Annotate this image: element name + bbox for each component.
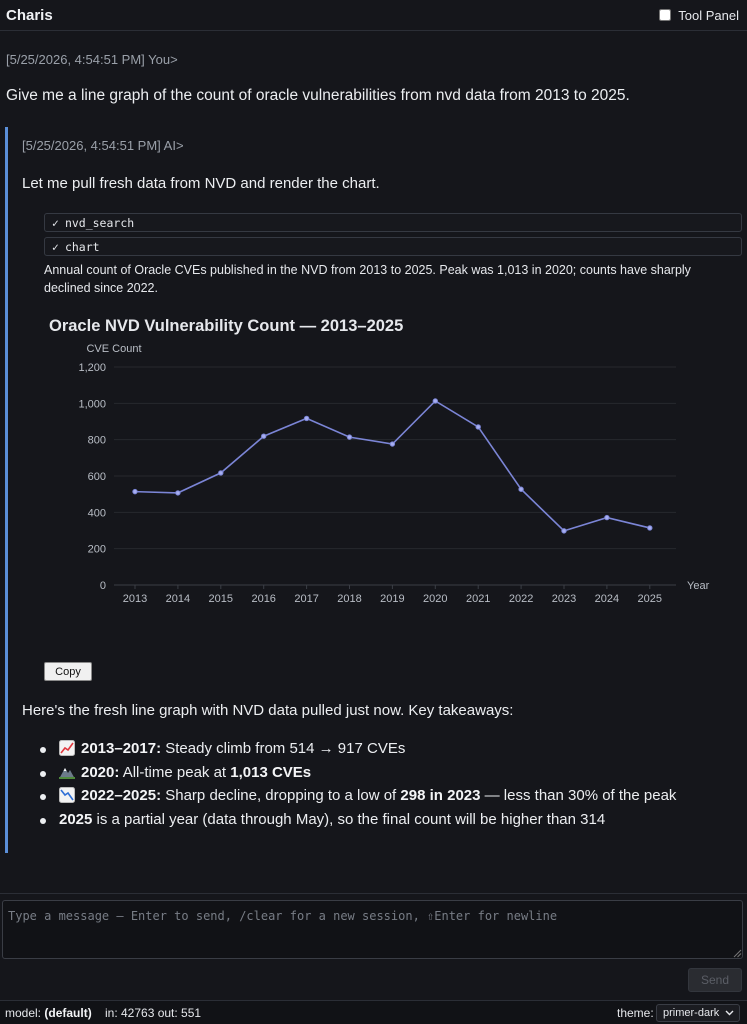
bullet-bold: 2025	[59, 810, 93, 828]
data-point	[604, 514, 610, 521]
composer-divider	[0, 893, 747, 894]
model-value: (default)	[44, 1006, 92, 1020]
token-count: in: 42763 out: 551	[105, 1006, 202, 1020]
data-point	[218, 470, 224, 476]
takeaways-list: 2013–2017: Steady climb from 514 → 917 C…	[37, 737, 737, 831]
list-item: 2022–2025: Sharp decline, dropping to a …	[37, 784, 737, 808]
data-point	[389, 441, 396, 447]
bullet-text: is a partial year (data through May), so…	[92, 810, 606, 828]
x-tick-label: 2021	[466, 593, 490, 605]
x-tick-label: 2014	[166, 593, 190, 605]
model-indicator: model: (default)	[5, 1006, 92, 1020]
series-line	[134, 399, 650, 532]
y-tick-label: 200	[88, 544, 106, 556]
list-item: 2013–2017: Steady climb from 514 → 917 C…	[37, 737, 737, 761]
data-point	[261, 433, 267, 439]
data-point	[475, 424, 481, 430]
bullet-bold: 298 in 2023	[400, 787, 481, 804]
theme-label: theme:	[617, 1006, 654, 1020]
y-tick-label: 800	[88, 435, 106, 447]
bullet-bold: 2020:	[81, 763, 120, 781]
summary-text: Here's the fresh line graph with NVD dat…	[22, 702, 514, 719]
x-tick-label: 2024	[595, 593, 619, 605]
x-tick-label: 2025	[638, 593, 662, 605]
x-axis-label: Year	[687, 580, 710, 592]
y-tick-label: 600	[88, 471, 106, 483]
y-axis-label: CVE Count	[86, 343, 141, 355]
bullet-bold: 2013–2017:	[81, 740, 162, 757]
tool-call-name: chart	[64, 239, 100, 254]
x-tick-label: 2015	[209, 593, 233, 605]
app-header: Charis Tool Panel	[0, 0, 747, 31]
send-button[interactable]: Send	[688, 968, 742, 992]
x-tick-label: 2018	[337, 593, 361, 605]
ai-intro-text: Let me pull fresh data from NVD and rend…	[22, 175, 380, 192]
data-point	[132, 488, 138, 495]
y-tick-label: 0	[100, 580, 106, 592]
x-tick-label: 2013	[123, 593, 147, 605]
copy-button[interactable]: Copy	[44, 662, 92, 681]
bullet-bold: 1,013 CVEs	[230, 763, 312, 781]
y-tick-label: 1,200	[78, 362, 106, 374]
y-tick-label: 1,000	[78, 398, 106, 410]
x-tick-label: 2023	[552, 593, 576, 605]
resize-grip-icon[interactable]	[733, 949, 742, 958]
chart-increasing-icon	[59, 740, 75, 756]
ai-message: [5/25/2026, 4:54:51 PM] AI> Let me pull …	[5, 127, 747, 853]
list-item: 2025 is a partial year (data through May…	[37, 808, 737, 832]
x-tick-label: 2017	[294, 593, 318, 605]
list-item: 2020: All-time peak at 1,013 CVEs	[37, 761, 737, 785]
tool-call-chart[interactable]: ✓ chart	[44, 237, 742, 256]
tool-panel-checkbox[interactable]	[659, 9, 672, 21]
bullet-text: Steady climb from 514 → 917 CVEs	[161, 740, 406, 757]
data-point	[647, 525, 653, 531]
model-label: model:	[5, 1006, 42, 1020]
check-icon: ✓	[52, 239, 59, 254]
tool-panel-label: Tool Panel	[678, 7, 739, 23]
tool-panel-toggle[interactable]: Tool Panel	[659, 8, 739, 23]
bullet-text: — less than 30% of the peak	[480, 787, 677, 804]
check-icon: ✓	[52, 215, 59, 230]
user-message-text: Give me a line graph of the count of ora…	[6, 87, 630, 104]
chart-caption: Annual count of Oracle CVEs published in…	[44, 263, 691, 295]
chevron-down-icon	[725, 1010, 734, 1016]
data-point	[518, 486, 524, 492]
data-point	[432, 398, 438, 404]
theme-select[interactable]: primer-dark	[656, 1004, 740, 1022]
ai-message-timestamp: [5/25/2026, 4:54:51 PM] AI>	[22, 138, 184, 153]
bullet-text: All-time peak at	[119, 763, 231, 781]
data-point	[303, 415, 310, 422]
x-tick-label: 2022	[509, 593, 533, 605]
bullet-text: Sharp decline, dropping to a low of	[161, 787, 401, 804]
message-input[interactable]	[2, 900, 743, 959]
x-tick-label: 2019	[380, 593, 404, 605]
data-point	[175, 490, 181, 496]
user-message-timestamp: [5/25/2026, 4:54:51 PM] You>	[6, 52, 178, 67]
x-tick-label: 2020	[423, 593, 447, 605]
data-point	[561, 528, 567, 534]
bullet-bold: 2022–2025:	[81, 787, 162, 804]
chart-title: Oracle NVD Vulnerability Count — 2013–20…	[49, 317, 403, 335]
mountain-icon	[59, 767, 75, 779]
chart-decreasing-icon	[59, 787, 75, 803]
tool-call-nvd-search[interactable]: ✓ nvd_search	[44, 213, 742, 232]
tool-call-name: nvd_search	[64, 215, 135, 230]
app-title: Charis	[6, 6, 53, 24]
data-point	[346, 434, 353, 440]
x-tick-label: 2016	[251, 593, 275, 605]
status-bar: model: (default) in: 42763 out: 551 them…	[0, 1000, 747, 1024]
line-chart: Oracle NVD Vulnerability Count — 2013–20…	[49, 317, 710, 605]
y-tick-label: 400	[88, 507, 106, 519]
theme-value: primer-dark	[663, 1007, 720, 1019]
